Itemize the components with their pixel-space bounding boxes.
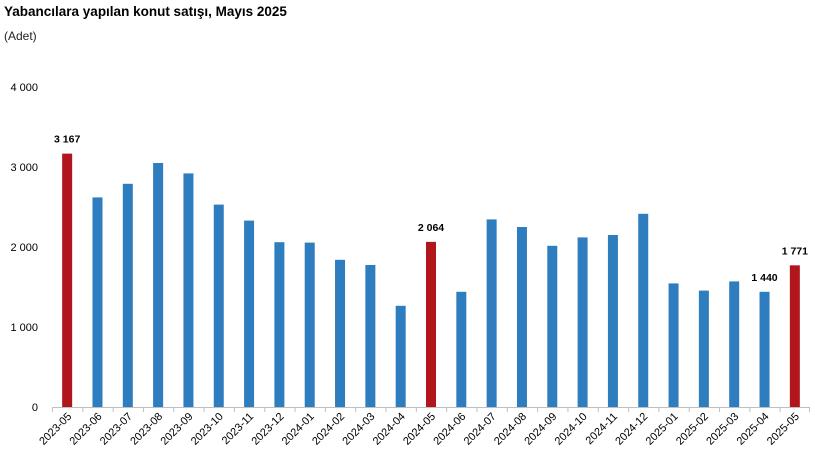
bar-2025-01 [668,283,679,407]
data-label-2023-05: 3 167 [54,134,80,146]
bar-2025-03 [729,281,740,407]
bar-2023-12 [274,242,285,407]
x-tick-label: 2024-07 [462,411,499,448]
bar-2025-02 [698,290,709,407]
x-tick-label: 2024-10 [553,411,590,448]
x-tick-label: 2024-12 [613,411,650,448]
y-tick-label: 1 000 [10,322,38,334]
x-tick-label: 2024-05 [401,411,438,448]
bar-2023-06 [92,197,103,407]
bar-2024-11 [607,235,618,407]
bar-2024-01 [304,242,315,407]
bar-2023-09 [183,173,194,407]
x-tick-label: 2023-10 [189,411,226,448]
x-tick-label: 2023-12 [249,411,286,448]
data-label-2025-05: 1 771 [782,245,808,257]
x-tick-label: 2024-04 [371,411,408,448]
bar-2024-03 [365,265,376,407]
y-tick-label: 0 [32,402,38,414]
y-tick-label: 2 000 [10,242,38,254]
bar-2023-08 [153,163,164,407]
x-tick-label: 2023-07 [98,411,135,448]
x-tick-label: 2025-05 [765,411,802,448]
x-tick-label: 2023-06 [68,411,105,448]
y-tick-label: 4 000 [10,82,38,94]
bar-2023-05 [62,153,73,407]
data-label-2024-05: 2 064 [418,222,444,234]
x-tick-label: 2024-01 [280,411,317,448]
chart-title: Yabancılara yapılan konut satışı, Mayıs … [4,4,287,19]
x-tick-label: 2024-02 [310,411,347,448]
x-tick-label: 2025-04 [735,411,772,448]
bar-2023-07 [122,183,133,407]
bar-2024-10 [577,237,588,407]
chart-bars [62,153,800,407]
x-tick-label: 2023-08 [128,411,165,448]
x-tick-label: 2023-05 [37,411,74,448]
x-tick-label: 2025-02 [674,411,711,448]
x-tick-label: 2023-09 [159,411,196,448]
x-tick-label: 2024-06 [431,411,468,448]
x-tick-label: 2025-03 [704,411,741,448]
bar-2024-05 [426,241,436,407]
x-tick-label: 2024-09 [522,411,559,448]
bar-2024-06 [456,291,467,407]
bar-2024-09 [547,245,558,407]
bar-2023-10 [213,204,224,407]
bar-2025-05 [789,265,800,407]
bar-2024-04 [395,305,406,407]
bar-2024-02 [335,259,346,407]
data-label-2025-04: 1 440 [751,272,777,284]
bar-2025-04 [759,291,770,407]
x-tick-label: 2025-01 [644,411,681,448]
chart-subtitle: (Adet) [4,29,37,43]
x-tick-label: 2024-03 [340,411,377,448]
bar-2024-12 [638,213,649,407]
x-tick-label: 2024-08 [492,411,529,448]
bar-2024-08 [516,227,527,407]
y-tick-label: 3 000 [10,162,38,174]
bar-2023-11 [244,220,255,407]
bar-2024-07 [486,219,497,407]
chart-data-labels: 3 167 2 064 1 440 1 771 [54,134,808,284]
